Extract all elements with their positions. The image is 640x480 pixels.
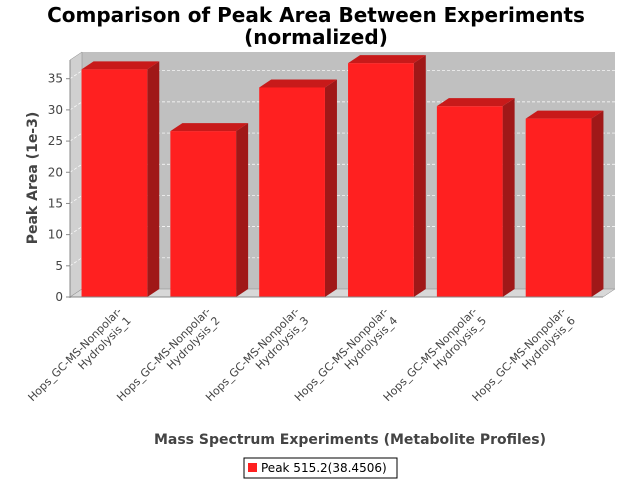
- bar-side: [324, 79, 337, 297]
- gridline-side: [69, 226, 83, 235]
- bar-front: [525, 118, 592, 297]
- bar-top: [436, 98, 515, 107]
- bar: [348, 55, 426, 297]
- legend-box: [243, 457, 398, 479]
- y-tick-label: 30: [48, 103, 63, 117]
- bar-top: [259, 79, 337, 88]
- gridline-side: [69, 101, 83, 111]
- bar: [525, 110, 604, 297]
- y-tick-label: 0: [55, 290, 63, 304]
- bars: [81, 55, 604, 298]
- bar-side: [502, 98, 515, 297]
- bar: [170, 123, 249, 297]
- left-wall: [69, 51, 83, 298]
- y-tick-label: 15: [48, 196, 63, 210]
- bar-side: [591, 110, 604, 297]
- chart-subtitle: (normalized): [244, 25, 388, 49]
- legend-swatch: [248, 463, 257, 472]
- legend-entry-label: Peak 515.2(38.4506): [261, 461, 387, 475]
- x-axis-label: Mass Spectrum Experiments (Metabolite Pr…: [154, 432, 546, 448]
- chart-title: Comparison of Peak Area Between Experime…: [47, 3, 585, 27]
- bar-front: [348, 63, 414, 297]
- gridline-side: [69, 257, 83, 267]
- bar-top: [525, 110, 604, 119]
- gridline-side: [69, 163, 83, 173]
- gridline-side: [69, 195, 83, 204]
- bar-top: [81, 61, 160, 70]
- y-tick-label: 20: [48, 165, 63, 179]
- bar-front: [259, 87, 325, 297]
- y-tick-label: 10: [48, 228, 63, 242]
- y-tick-label: 35: [48, 72, 63, 86]
- legend: Peak 515.2(38.4506): [243, 457, 398, 479]
- bar-side: [236, 123, 249, 297]
- gridline-side: [69, 70, 83, 80]
- gridline-side: [69, 132, 83, 142]
- bar-side: [413, 55, 426, 297]
- bar-front: [81, 69, 148, 298]
- bar-front: [170, 131, 237, 297]
- y-axis-label: Peak Area (1e-3): [25, 112, 41, 245]
- x-tick-label-line: Hops_GC-MS-Nonpolar-: [25, 305, 124, 404]
- bar-front: [436, 106, 503, 297]
- bar: [81, 61, 160, 298]
- bar-top: [348, 55, 426, 64]
- bar: [436, 98, 515, 297]
- y-tick-label: 5: [55, 259, 63, 273]
- bar-top: [170, 123, 249, 132]
- bar: [259, 79, 337, 297]
- x-axis: Hops_GC-MS-Nonpolar-Hydrolysis_1Hops_GC-…: [25, 296, 603, 404]
- y-axis: 0 5 10 15 20 25 30 35: [48, 60, 71, 304]
- bar-side: [147, 61, 160, 298]
- y-tick-label: 25: [48, 134, 63, 148]
